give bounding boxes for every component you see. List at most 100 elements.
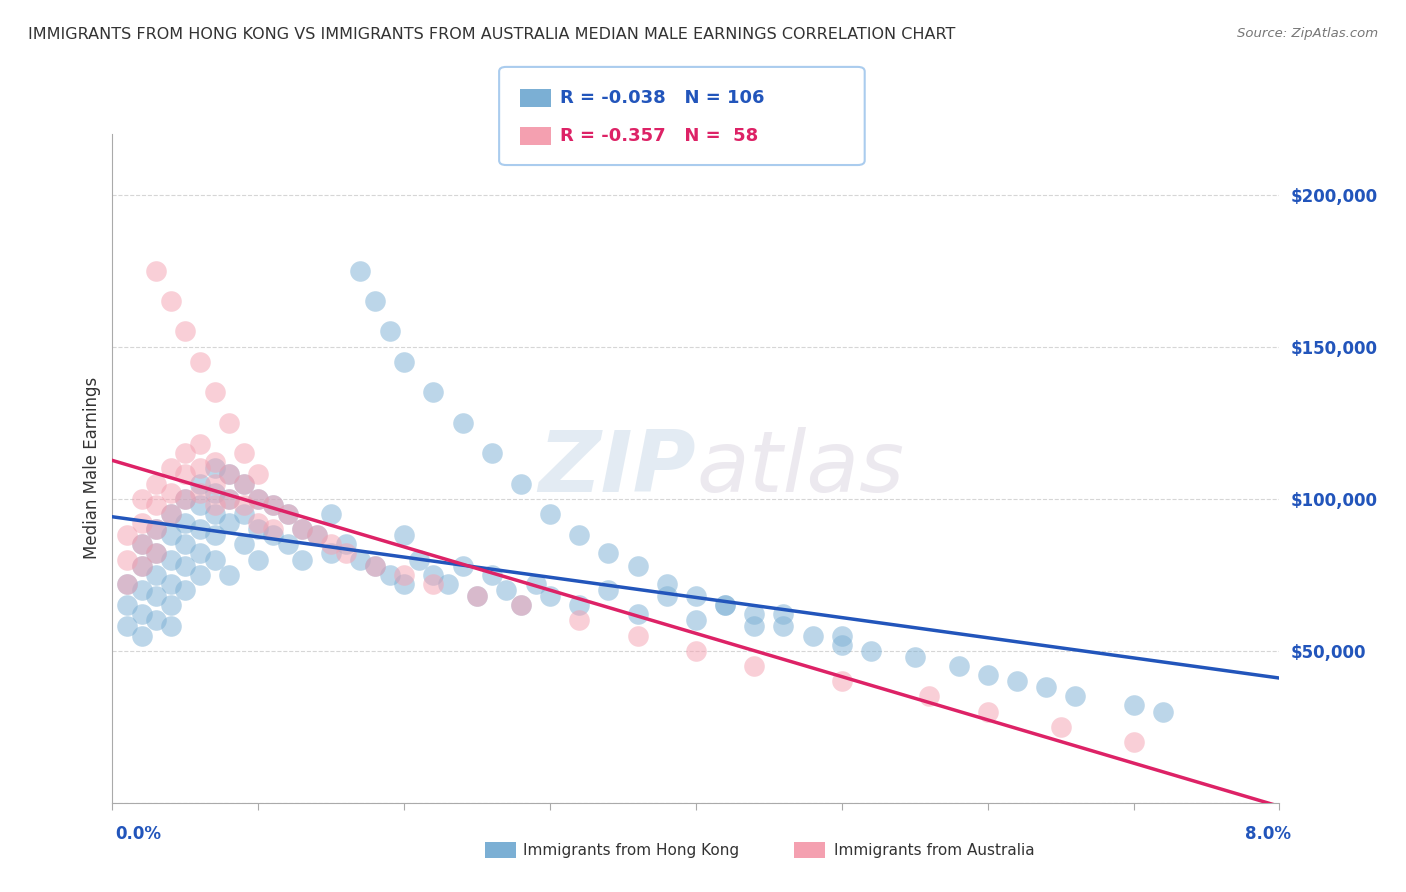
Point bbox=[1035, 680, 1057, 694]
Point bbox=[145, 567, 167, 582]
Point bbox=[204, 528, 226, 542]
Point bbox=[276, 507, 298, 521]
Point bbox=[364, 558, 387, 573]
Point bbox=[1152, 705, 1174, 719]
Point bbox=[115, 577, 138, 591]
Point bbox=[174, 491, 197, 506]
Point bbox=[392, 355, 416, 369]
Point bbox=[262, 522, 284, 536]
Point bbox=[160, 485, 183, 500]
Point bbox=[131, 558, 153, 573]
Text: R = -0.357   N =  58: R = -0.357 N = 58 bbox=[560, 127, 758, 145]
Point bbox=[145, 522, 167, 536]
Point bbox=[204, 485, 226, 500]
Point bbox=[131, 537, 153, 551]
Point bbox=[188, 476, 211, 491]
Point bbox=[232, 537, 254, 551]
Point bbox=[188, 522, 211, 536]
Point bbox=[160, 619, 183, 633]
Point bbox=[626, 628, 648, 642]
Point bbox=[801, 628, 824, 642]
Point bbox=[378, 325, 401, 339]
Point bbox=[626, 558, 648, 573]
Point bbox=[204, 507, 226, 521]
Point bbox=[145, 546, 167, 560]
Point bbox=[598, 582, 620, 597]
Point bbox=[392, 577, 416, 591]
Point bbox=[1064, 690, 1087, 704]
Point bbox=[524, 577, 547, 591]
Point bbox=[218, 491, 240, 506]
Point bbox=[262, 498, 284, 512]
Point bbox=[160, 507, 183, 521]
Point bbox=[1049, 720, 1071, 734]
Point bbox=[247, 491, 270, 506]
Point bbox=[188, 498, 211, 512]
Point bbox=[568, 528, 591, 542]
Point bbox=[232, 498, 254, 512]
Point bbox=[145, 476, 167, 491]
Point bbox=[218, 467, 240, 482]
Point bbox=[204, 455, 226, 469]
Point bbox=[131, 582, 153, 597]
Point bbox=[145, 613, 167, 627]
Point bbox=[204, 461, 226, 475]
Point bbox=[422, 385, 444, 400]
Y-axis label: Median Male Earnings: Median Male Earnings bbox=[83, 377, 101, 559]
Point bbox=[598, 546, 620, 560]
Point bbox=[831, 638, 853, 652]
Point bbox=[685, 589, 707, 603]
Point bbox=[204, 476, 226, 491]
Point bbox=[115, 577, 138, 591]
Point bbox=[174, 558, 197, 573]
Point bbox=[976, 668, 998, 682]
Point bbox=[422, 567, 444, 582]
Point bbox=[276, 507, 298, 521]
Point bbox=[392, 528, 416, 542]
Point bbox=[408, 552, 430, 566]
Text: atlas: atlas bbox=[696, 426, 904, 510]
Point bbox=[218, 567, 240, 582]
Point bbox=[291, 552, 314, 566]
Point bbox=[247, 491, 270, 506]
Point bbox=[188, 546, 211, 560]
Point bbox=[160, 598, 183, 612]
Point bbox=[204, 552, 226, 566]
Text: ZIP: ZIP bbox=[538, 426, 696, 510]
Point bbox=[247, 552, 270, 566]
Point bbox=[115, 598, 138, 612]
Point bbox=[115, 619, 138, 633]
Point bbox=[1122, 735, 1144, 749]
Point bbox=[276, 537, 298, 551]
Point bbox=[742, 607, 765, 622]
Point bbox=[742, 659, 765, 673]
Point bbox=[218, 491, 240, 506]
Point bbox=[232, 476, 254, 491]
Point bbox=[481, 567, 503, 582]
Point bbox=[131, 491, 153, 506]
Text: R = -0.038   N = 106: R = -0.038 N = 106 bbox=[560, 89, 763, 107]
Point bbox=[538, 507, 561, 521]
Point bbox=[131, 628, 153, 642]
Text: Immigrants from Hong Kong: Immigrants from Hong Kong bbox=[523, 843, 740, 857]
Point bbox=[772, 607, 794, 622]
Point bbox=[291, 522, 314, 536]
Point bbox=[232, 446, 254, 460]
Point bbox=[262, 498, 284, 512]
Text: IMMIGRANTS FROM HONG KONG VS IMMIGRANTS FROM AUSTRALIA MEDIAN MALE EARNINGS CORR: IMMIGRANTS FROM HONG KONG VS IMMIGRANTS … bbox=[28, 27, 956, 42]
Point bbox=[174, 325, 197, 339]
Point bbox=[685, 613, 707, 627]
Point bbox=[1005, 674, 1028, 689]
Point bbox=[364, 558, 387, 573]
Point bbox=[262, 528, 284, 542]
Point bbox=[160, 507, 183, 521]
Point bbox=[160, 528, 183, 542]
Point bbox=[437, 577, 460, 591]
Point bbox=[1122, 698, 1144, 713]
Point bbox=[204, 498, 226, 512]
Point bbox=[247, 467, 270, 482]
Point bbox=[247, 522, 270, 536]
Point bbox=[115, 552, 138, 566]
Point bbox=[131, 607, 153, 622]
Point bbox=[509, 598, 531, 612]
